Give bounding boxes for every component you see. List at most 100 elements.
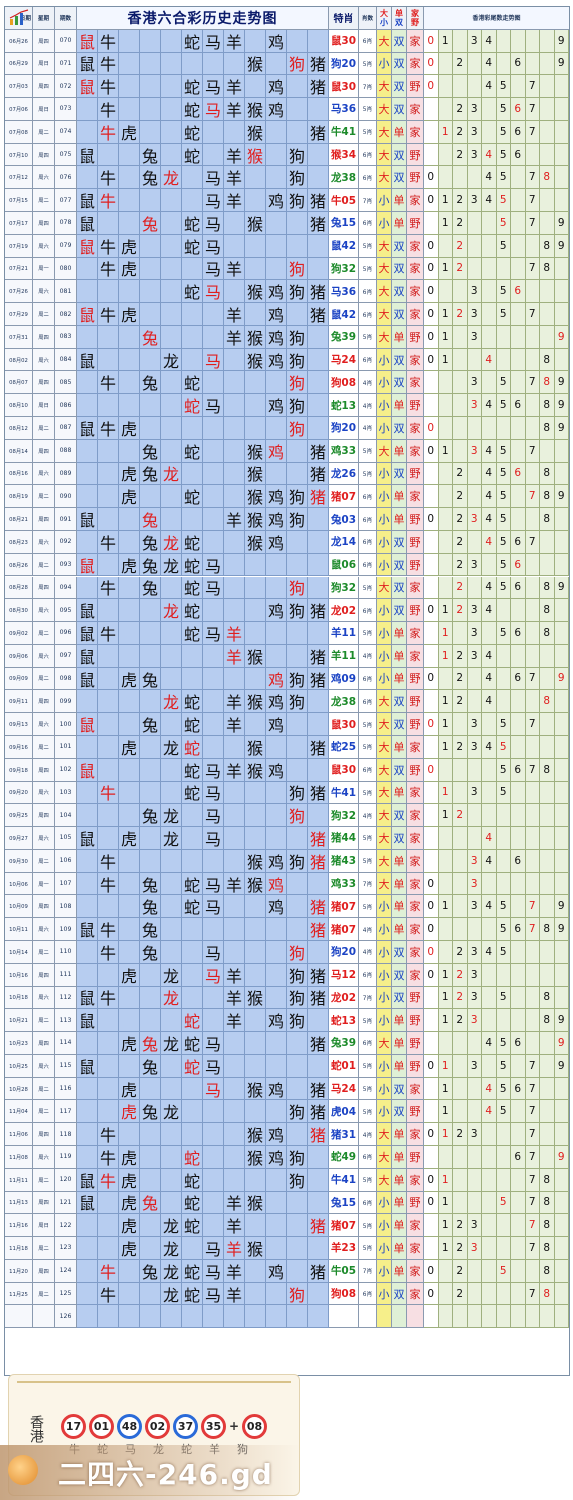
- zodiac-cell: 龙: [161, 963, 182, 987]
- small-label: 小: [380, 17, 388, 27]
- zodiac-grid: 兔羊猴鸡狗: [77, 325, 329, 349]
- zodiac-cell: 猪: [308, 303, 329, 326]
- zodiac-cell: [182, 827, 203, 850]
- zodiac-cell: 猴: [245, 120, 266, 144]
- date-cell: 07月15: [5, 189, 33, 212]
- zodiac-cell: [98, 895, 119, 919]
- tail-digit-cell: [511, 325, 526, 349]
- zodiac-cell: 虎: [119, 1032, 140, 1055]
- tail-digit-cell: 3: [467, 644, 482, 668]
- zodiac-cell: 羊: [224, 963, 245, 987]
- zodiac-cell: [140, 1168, 161, 1192]
- zodiac-cell: 狗: [287, 986, 308, 1010]
- zodiac-cell: 狗: [287, 394, 308, 418]
- zodiac-cell: 蛇: [182, 1259, 203, 1283]
- tail-digit-cell: 2: [453, 1259, 468, 1283]
- tail-digit-cell: [482, 325, 497, 349]
- special-zodiac-cell: 猪31: [329, 1123, 359, 1146]
- zodiac-cell: 兔: [140, 872, 161, 896]
- big-small-cell: 小: [377, 1077, 392, 1101]
- date-cell: 07月12: [5, 166, 33, 190]
- zodiac-cell: [119, 713, 140, 736]
- odd-even-cell: 单: [392, 644, 407, 668]
- zodiac-cell: [161, 371, 182, 395]
- zodiac-cell: [77, 1237, 98, 1260]
- zodiac-cell: [119, 166, 140, 190]
- zodiac-cell: 猴: [245, 690, 266, 714]
- tail-digit-cell: [482, 212, 497, 235]
- special-zodiac-cell: [329, 1305, 359, 1329]
- date-cell: 07月17: [5, 212, 33, 235]
- tail-digit-cell: [511, 439, 526, 463]
- big-small-cell: 大: [377, 576, 392, 600]
- tail-digit-cell: [540, 29, 555, 53]
- zodiac-cell: 狗: [287, 325, 308, 349]
- odd-even-cell: 单: [392, 325, 407, 349]
- issue-number-cell: 085: [55, 371, 77, 395]
- zodiac-cell: [119, 849, 140, 873]
- zodiac-cell: 蛇: [182, 29, 203, 53]
- date-header: 日期: [5, 7, 33, 30]
- tail-digit-cell: 8: [540, 1214, 555, 1238]
- tail-digit-cell: 6: [511, 280, 526, 304]
- tail-digit-cell: 8: [540, 394, 555, 418]
- weekday-cell: 周六: [33, 166, 55, 190]
- zodiac-cell: [224, 212, 245, 235]
- zodiac-count-cell: 5肖: [359, 98, 377, 121]
- tail-digit-cell: 8: [540, 1009, 555, 1033]
- date-cell: 10月28: [5, 1077, 33, 1101]
- table-row: 11月11 周二 120 鼠牛虎蛇狗牛41 5肖大单家 0 1 7 8: [5, 1168, 569, 1192]
- tail-digit-cell: 5: [496, 758, 511, 782]
- zodiac-count-cell: 7肖: [359, 189, 377, 212]
- zodiac-cell: [140, 1237, 161, 1260]
- tail-digit-cell: [453, 1191, 468, 1215]
- date-cell: 11月25: [5, 1282, 33, 1306]
- date-cell: 11月18: [5, 1237, 33, 1260]
- zodiac-cell: 猴: [245, 348, 266, 372]
- zodiac-cell: [77, 280, 98, 304]
- zodiac-cell: 牛: [98, 1123, 119, 1146]
- tail-digit-cell: 0: [424, 439, 439, 463]
- zodiac-cell: [98, 280, 119, 304]
- domestic-wild-cell: 家: [407, 1168, 424, 1192]
- zodiac-cell: [140, 1282, 161, 1306]
- table-row: 09月02 周二 096 鼠牛蛇马羊羊11 5肖小单家 1 3 5 6 8: [5, 622, 569, 645]
- zodiac-cell: [161, 485, 182, 509]
- issue-number-cell: 086: [55, 394, 77, 418]
- tail-digit-cell: [525, 462, 540, 486]
- tail-digit-cell: 2: [453, 644, 468, 668]
- zodiac-cell: [266, 1214, 287, 1238]
- zodiac-cell: 兔: [140, 940, 161, 964]
- zodiac-cell: 狗: [287, 781, 308, 805]
- zodiac-cell: [224, 918, 245, 941]
- tail-digit-cell: 7: [525, 1191, 540, 1215]
- zodiac-cell: [140, 120, 161, 144]
- tail-digit-cell: [424, 530, 439, 554]
- table-row: 07月08 周二 074 牛虎蛇猴猪牛41 5肖大单家 1 2 3 5 6 7: [5, 120, 569, 144]
- domestic-wild-cell: 家: [407, 29, 424, 53]
- big-small-cell: 小: [377, 417, 392, 440]
- tail-digit-cell: [554, 75, 569, 99]
- tail-digit-cell: [496, 1168, 511, 1192]
- zodiac-cell: 蛇: [182, 735, 203, 759]
- domestic-wild-cell: 家: [407, 644, 424, 668]
- zodiac-cell: 马: [203, 394, 224, 418]
- zodiac-cell: [266, 1032, 287, 1055]
- zodiac-cell: 龙: [161, 986, 182, 1010]
- zodiac-cell: [161, 120, 182, 144]
- odd-even-cell: [392, 1305, 407, 1329]
- zodiac-cell: 鼠: [77, 599, 98, 623]
- tail-digit-cell: 5: [496, 1191, 511, 1215]
- zodiac-cell: 马: [203, 257, 224, 281]
- zodiac-cell: [98, 1100, 119, 1124]
- domestic-wild-cell: 家: [407, 485, 424, 509]
- tail-digit-cell: [540, 872, 555, 896]
- tail-digit-cell: 1: [438, 1237, 453, 1260]
- zodiac-count-cell: 5肖: [359, 1237, 377, 1260]
